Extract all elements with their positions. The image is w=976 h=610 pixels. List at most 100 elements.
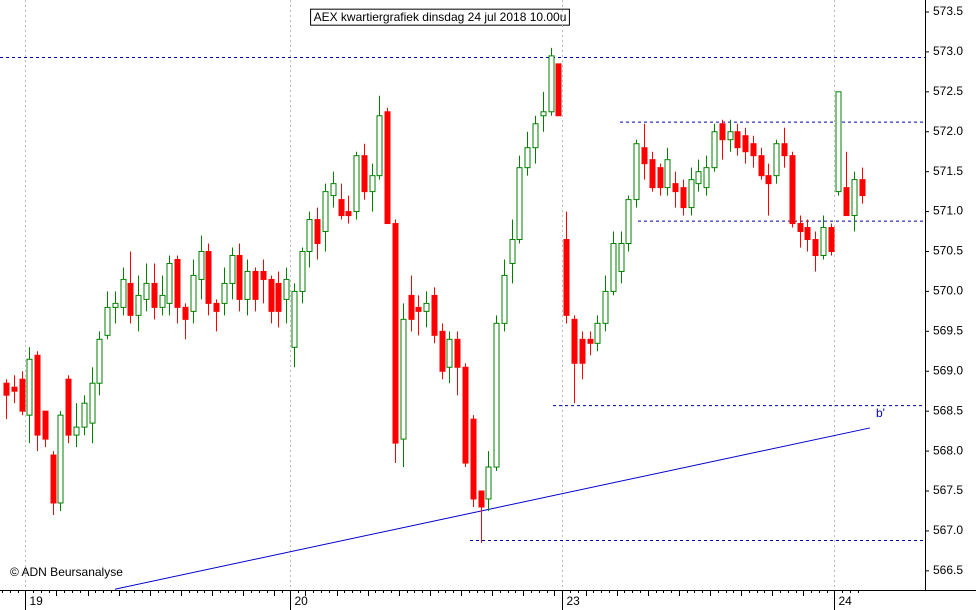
candle-body [703,167,710,189]
candle-body [555,63,562,117]
candle-body [314,219,321,245]
candle-body [408,294,415,320]
candle-body [384,111,391,225]
x-tick-label: 23 [567,594,581,608]
candle-body [633,143,640,201]
candle-body [727,131,734,141]
candle-body [657,167,664,189]
candle-body [143,282,150,300]
x-tick-label: 24 [839,594,853,608]
candle-body [151,282,158,308]
y-tick-label: 566.5 [933,563,963,577]
candle-body [641,147,648,165]
candle-body [501,274,508,324]
candle-body [695,171,702,185]
candle-body [594,322,601,344]
candle-body [135,294,142,316]
candle-body [345,211,352,217]
candle-body [3,382,10,396]
candle-body [166,262,173,304]
candle-body [765,175,772,185]
candle-body [120,278,127,308]
candle-body [11,386,18,392]
candle-body [462,366,469,464]
candle-body [851,179,858,217]
candle-body [260,270,267,280]
y-tick-label: 568.0 [933,443,963,457]
candle-body [789,155,796,225]
candle-body [579,338,586,364]
candle-body [229,254,236,284]
candle-body [392,223,399,444]
candle-body [268,278,275,312]
candle-body [516,167,523,241]
candle-body [96,338,103,384]
candle-body [244,270,251,300]
candle-body [470,418,477,500]
candle-body [291,290,298,348]
candle-body [828,227,835,252]
y-tick-label: 567.0 [933,523,963,537]
y-tick-label: 570.0 [933,284,963,298]
candle-body [159,294,166,308]
candle-body [65,378,72,436]
candle-body [174,258,181,308]
candle-body [797,223,804,233]
candle-body [127,282,134,316]
candle-body [454,338,461,368]
candle-body [423,302,430,312]
candle-body [820,227,827,256]
candle-body [42,410,49,440]
candle-body [439,330,446,372]
y-tick-label: 573.0 [933,44,963,58]
candle-body [236,254,243,300]
y-tick-label: 571.0 [933,204,963,218]
y-tick-label: 570.5 [933,244,963,258]
candle-body [835,91,842,193]
candle-body [493,322,500,468]
candle-body [431,294,438,336]
chart-title: AEX kwartiergrafiek dinsdag 24 jul 2018 … [314,10,567,24]
candle-body [618,243,625,272]
candle-body [602,290,609,324]
candle-body [843,187,850,217]
y-tick-label: 571.5 [933,164,963,178]
candle-body [338,199,345,217]
candle-body [221,282,228,304]
candle-body [750,143,757,157]
candle-body [446,338,453,368]
candle-body [859,179,866,197]
candle-body [353,155,360,213]
candle-body [672,183,679,193]
candle-body [719,123,726,141]
candle-body [485,466,492,500]
candle-body [50,454,57,504]
candle-body [532,123,539,149]
candle-body [330,183,337,197]
candle-body [376,115,383,177]
candle-body [369,175,376,193]
y-tick-label: 572.0 [933,124,963,138]
candle-body [213,302,220,312]
x-tick-label: 19 [30,594,44,608]
trendline-label: b' [876,406,885,420]
candle-body [275,282,282,312]
candle-body [205,250,212,304]
candle-body [89,382,96,424]
trendline [114,427,871,590]
candle-body [610,243,617,292]
candle-body [524,147,531,169]
y-tick-label: 573.5 [933,4,963,18]
candle-body [548,55,555,113]
candle-body [198,250,205,280]
candle-body [509,239,516,264]
copyright: © ADN Beursanalyse [10,565,123,579]
candle-body [540,111,547,117]
candle-body [781,143,788,157]
candle-body [73,426,80,436]
candle-body [664,159,671,189]
candle-body [104,306,111,336]
x-tick-label: 20 [295,594,309,608]
candle-body [478,490,485,508]
